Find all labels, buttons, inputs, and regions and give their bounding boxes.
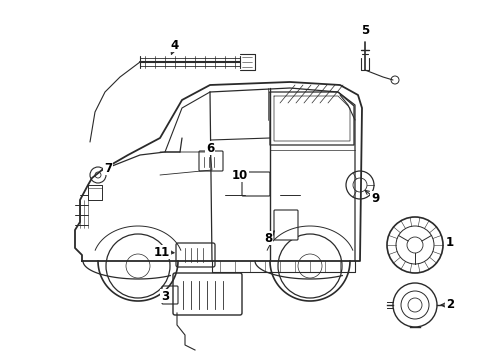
- FancyBboxPatch shape: [199, 151, 223, 171]
- Text: 8: 8: [264, 231, 271, 244]
- Text: 11: 11: [154, 246, 170, 258]
- Text: 10: 10: [231, 168, 247, 181]
- FancyBboxPatch shape: [273, 210, 297, 240]
- FancyBboxPatch shape: [242, 172, 269, 196]
- FancyBboxPatch shape: [176, 243, 215, 267]
- Text: 5: 5: [360, 23, 368, 36]
- Text: 1: 1: [445, 235, 453, 248]
- Text: 6: 6: [205, 141, 214, 154]
- Text: 9: 9: [370, 192, 378, 204]
- Text: 2: 2: [445, 298, 453, 311]
- Text: 7: 7: [104, 162, 112, 175]
- Text: 4: 4: [170, 39, 179, 51]
- Text: 3: 3: [161, 289, 169, 302]
